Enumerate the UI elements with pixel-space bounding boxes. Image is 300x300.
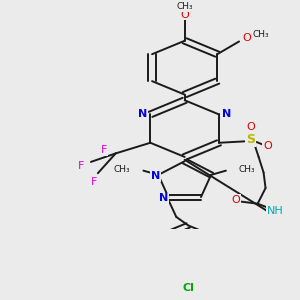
Text: NH: NH (267, 206, 284, 216)
Text: N: N (151, 171, 160, 181)
Text: O: O (263, 141, 272, 151)
Text: CH₃: CH₃ (176, 2, 193, 11)
Text: F: F (78, 161, 84, 171)
Text: F: F (100, 145, 107, 155)
Text: N: N (222, 110, 232, 119)
Text: CH₃: CH₃ (253, 30, 269, 39)
Text: S: S (246, 133, 255, 146)
Text: N: N (159, 194, 168, 203)
Text: N: N (138, 110, 147, 119)
Text: CH₃: CH₃ (114, 165, 130, 174)
Text: O: O (243, 33, 251, 43)
Text: Cl: Cl (182, 284, 194, 293)
Text: O: O (180, 10, 189, 20)
Text: O: O (246, 122, 255, 132)
Text: O: O (232, 195, 240, 205)
Text: CH₃: CH₃ (239, 165, 255, 174)
Text: F: F (91, 177, 97, 187)
